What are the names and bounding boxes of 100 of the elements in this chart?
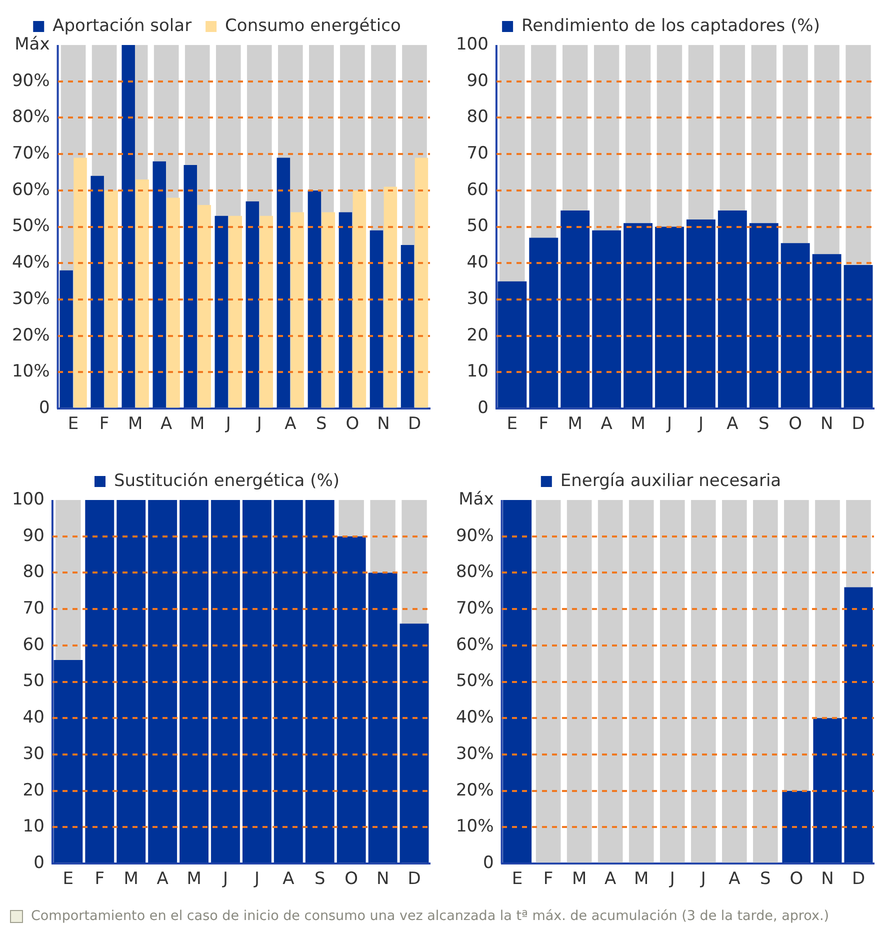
y-tick-label: 10%	[12, 362, 50, 382]
bar	[54, 660, 83, 863]
bar	[384, 186, 398, 408]
bar	[305, 500, 334, 863]
bar	[246, 201, 260, 408]
bar	[368, 572, 398, 863]
x-tick-label: M	[630, 414, 646, 434]
x-tick-label: N	[820, 414, 834, 434]
bar	[290, 212, 304, 408]
bar	[180, 500, 209, 863]
x-tick-label: A	[284, 414, 297, 434]
legend-label: Rendimiento de los captadores (%)	[522, 16, 820, 36]
y-tick-label: 0	[482, 853, 494, 874]
y-tick-label: 80	[466, 107, 488, 128]
x-tick-label: A	[600, 414, 613, 434]
bar	[628, 500, 654, 863]
y-tick-label: 10	[22, 816, 44, 837]
y-tick-label: 20%	[12, 325, 50, 346]
x-tick-label: M	[128, 414, 143, 434]
legend-label: Energía auxiliar necesaria	[560, 470, 782, 491]
x-tick-label: O	[346, 414, 360, 434]
x-tick-label: E	[62, 869, 74, 890]
bar	[690, 500, 716, 863]
y-tick-label: 70	[466, 144, 488, 164]
y-tick-label: 50%	[12, 216, 50, 236]
bar	[136, 180, 149, 408]
x-tick-label: A	[604, 869, 617, 890]
y-tick-label: 50%	[456, 671, 494, 692]
bar	[184, 164, 198, 408]
x-tick-label: J	[224, 414, 231, 434]
bar	[152, 161, 166, 408]
y-tick-label: 70	[22, 598, 44, 618]
x-tick-label: F	[94, 869, 105, 890]
y-tick-label: 80%	[12, 107, 50, 128]
x-tick-label: A	[726, 414, 739, 434]
y-tick-label: 20%	[456, 780, 494, 800]
y-tick-label: 70%	[12, 144, 50, 164]
x-tick-label: J	[666, 414, 672, 434]
x-tick-label: O	[790, 869, 804, 890]
x-tick-label: J	[697, 414, 704, 434]
bar	[722, 500, 747, 863]
bar	[198, 204, 211, 408]
x-tick-label: F	[99, 414, 110, 434]
y-tick-label: 10%	[456, 816, 494, 837]
y-tick-label: 90%	[12, 70, 50, 91]
legend-label: Consumo energético	[225, 16, 401, 36]
bar	[844, 264, 873, 408]
x-tick-label: N	[376, 869, 390, 890]
y-tick-label: 80	[22, 562, 44, 582]
bar	[85, 500, 114, 863]
bar	[536, 500, 561, 863]
bar	[566, 500, 592, 863]
bar	[242, 500, 272, 863]
bar	[592, 230, 622, 408]
y-tick-label: 40	[466, 252, 488, 273]
x-tick-label: M	[634, 869, 649, 890]
bar	[352, 190, 366, 408]
y-tick-label: 60	[22, 634, 44, 655]
x-tick-label: S	[760, 869, 771, 890]
x-tick-label: A	[728, 869, 741, 890]
x-tick-label: M	[568, 414, 582, 434]
bar	[214, 216, 228, 408]
x-tick-label: D	[408, 869, 421, 890]
bar	[753, 500, 778, 863]
y-tick-label: Máx	[458, 489, 494, 510]
y-tick-label: 100	[456, 34, 488, 54]
x-tick-label: A	[282, 869, 295, 890]
y-tick-label: 20	[466, 325, 488, 346]
bar	[598, 500, 623, 863]
y-tick-label: 60%	[456, 634, 494, 655]
x-tick-label: J	[253, 869, 260, 890]
y-tick-label: 100	[12, 489, 44, 510]
bar	[503, 500, 532, 863]
x-tick-label: E	[512, 869, 523, 890]
bar	[148, 500, 178, 863]
x-tick-label: M	[124, 869, 138, 890]
text: Comportamiento en el caso de inicio de consumo una vez alcanzada la tª máx. de acumulación (3 de la tarde, aprox.)	[31, 908, 830, 924]
y-tick-label: 60	[466, 180, 488, 200]
bar	[104, 190, 118, 408]
bar	[624, 223, 653, 408]
y-tick-label: 30%	[12, 288, 50, 309]
bar	[90, 176, 104, 408]
y-tick-label: 90%	[456, 526, 494, 546]
bar	[370, 230, 384, 408]
x-tick-label: E	[68, 414, 79, 434]
legend-label: Sustitución energética (%)	[114, 470, 340, 491]
bar	[276, 158, 290, 408]
bar	[844, 587, 873, 863]
bar	[655, 226, 684, 408]
y-tick-label: 30	[466, 288, 488, 309]
bar	[686, 220, 716, 408]
y-tick-label: 60%	[12, 180, 50, 200]
x-tick-label: A	[156, 869, 169, 890]
bar	[322, 212, 336, 408]
y-tick-label: 10	[466, 362, 488, 382]
x-tick-label: N	[821, 869, 834, 890]
bar	[74, 158, 87, 408]
bar	[260, 216, 274, 408]
bar	[414, 158, 428, 408]
y-tick-label: 50	[466, 216, 488, 236]
